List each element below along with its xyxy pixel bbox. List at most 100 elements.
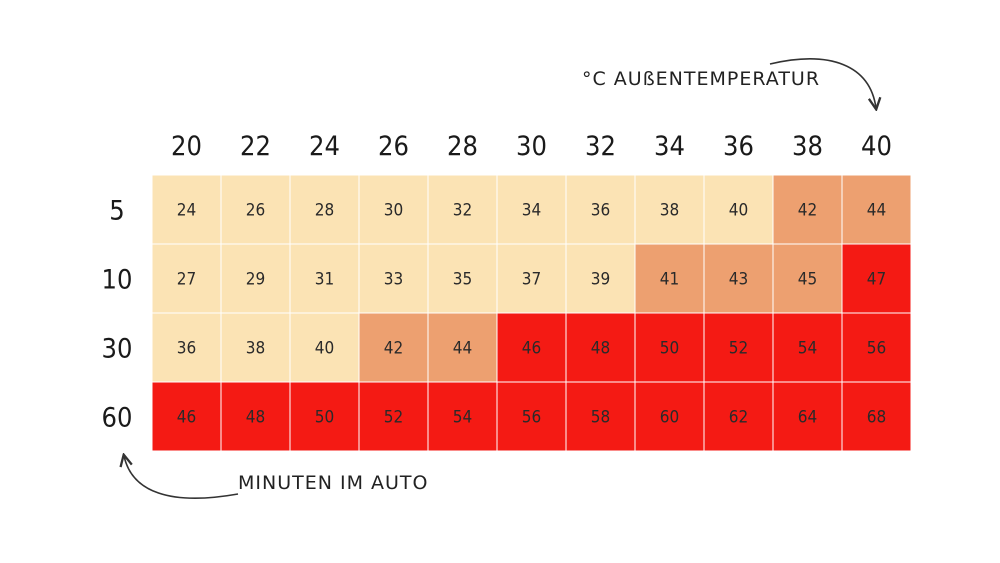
cell-value-label: 52 (384, 408, 403, 428)
heatmap-cell (151, 312, 222, 383)
x-axis-arrow (769, 58, 876, 108)
cell-value-label: 58 (591, 408, 610, 428)
heatmap-cell (565, 312, 636, 383)
cell-value-label: 68 (867, 408, 886, 428)
y-axis-label: MINUTEN IM AUTO (238, 472, 429, 494)
x-tick-label: 26 (378, 131, 409, 162)
cell-value-label: 56 (522, 408, 541, 428)
cell-value-label: 32 (453, 201, 472, 221)
heatmap-cell (841, 381, 912, 452)
cell-value-label: 46 (177, 408, 196, 428)
heatmap-cell (151, 174, 222, 245)
cell-value-label: 48 (246, 408, 265, 428)
heatmap-cell (358, 381, 429, 452)
heatmap-cell (703, 243, 774, 314)
heatmap-cell (496, 243, 567, 314)
cell-value-label: 45 (798, 270, 817, 290)
heatmap-cell (634, 243, 705, 314)
cell-value-label: 52 (729, 339, 748, 359)
cell-value-label: 26 (246, 201, 265, 221)
cell-value-label: 44 (453, 339, 472, 359)
cell-value-label: 42 (384, 339, 403, 359)
heatmap-cell (772, 381, 843, 452)
x-tick-label: 30 (516, 131, 547, 162)
x-tick-label: 38 (792, 131, 823, 162)
cell-value-label: 33 (384, 270, 403, 290)
heatmap-cells (151, 174, 912, 452)
heatmap-cell (703, 312, 774, 383)
x-tick-label: 28 (447, 131, 478, 162)
cell-value-label: 39 (591, 270, 610, 290)
cell-value-label: 60 (660, 408, 679, 428)
cell-value-label: 35 (453, 270, 472, 290)
cell-value-label: 37 (522, 270, 541, 290)
cell-value-label: 36 (591, 201, 610, 221)
heatmap-cell (496, 381, 567, 452)
cell-value-label: 64 (798, 408, 817, 428)
cell-value-label: 46 (522, 339, 541, 359)
cell-value-labels: 24 26 28 30 32 34 36 38 40 42 44 27 29 31 33 35 37 39 41 43… (177, 201, 886, 428)
heatmap-cell (496, 312, 567, 383)
heatmap-cell (841, 312, 912, 383)
cell-value-label: 27 (177, 270, 196, 290)
heatmap-cell (772, 174, 843, 245)
heatmap-cell (220, 381, 291, 452)
x-axis-ticks: 20 22 24 26 28 30 32 34 36 38 40 (171, 131, 892, 162)
heatmap-cell (496, 174, 567, 245)
x-tick-label: 34 (654, 131, 685, 162)
heatmap-cell (427, 243, 498, 314)
y-tick-label: 5 (109, 196, 124, 227)
y-axis-ticks: 5 10 30 60 (102, 196, 133, 434)
x-tick-label: 32 (585, 131, 616, 162)
x-axis-label: °C AUßENTEMPERATUR (582, 68, 821, 90)
cell-value-label: 43 (729, 270, 748, 290)
cell-value-label: 40 (729, 201, 748, 221)
cell-value-label: 38 (246, 339, 265, 359)
heatmap-cell (841, 243, 912, 314)
heatmap-cell (634, 174, 705, 245)
cell-value-label: 47 (867, 270, 886, 290)
heatmap-cell (220, 174, 291, 245)
cell-value-label: 40 (315, 339, 334, 359)
heatmap-cell (289, 312, 360, 383)
cell-value-label: 44 (867, 201, 886, 221)
heatmap-cell (289, 174, 360, 245)
cell-value-label: 56 (867, 339, 886, 359)
heatmap-cell (289, 381, 360, 452)
cell-value-label: 62 (729, 408, 748, 428)
x-tick-label: 40 (861, 131, 892, 162)
cell-value-label: 34 (522, 201, 541, 221)
cell-value-label: 48 (591, 339, 610, 359)
cell-value-label: 24 (177, 201, 196, 221)
heatmap-cell (151, 381, 222, 452)
x-tick-label: 36 (723, 131, 754, 162)
cell-value-label: 50 (315, 408, 334, 428)
x-tick-label: 20 (171, 131, 202, 162)
y-axis-arrow (124, 456, 239, 500)
cell-value-label: 42 (798, 201, 817, 221)
heatmap-cell (772, 243, 843, 314)
y-tick-label: 60 (102, 403, 133, 434)
heatmap-cell (841, 174, 912, 245)
heatmap-cell (289, 243, 360, 314)
heatmap-cell (151, 243, 222, 314)
heatmap-cell (358, 174, 429, 245)
heatmap-cell (427, 381, 498, 452)
x-tick-label: 22 (240, 131, 271, 162)
cell-value-label: 41 (660, 270, 679, 290)
cell-value-label: 54 (798, 339, 817, 359)
heatmap-cell (565, 243, 636, 314)
heatmap-cell (565, 381, 636, 452)
cell-value-label: 36 (177, 339, 196, 359)
y-tick-label: 30 (102, 334, 133, 365)
heatmap-cell (703, 381, 774, 452)
cell-value-label: 38 (660, 201, 679, 221)
cell-value-label: 30 (384, 201, 403, 221)
heatmap-cell (427, 312, 498, 383)
cell-value-label: 54 (453, 408, 472, 428)
heatmap-cell (634, 381, 705, 452)
cell-value-label: 29 (246, 270, 265, 290)
x-tick-label: 24 (309, 131, 340, 162)
cell-value-label: 31 (315, 270, 334, 290)
